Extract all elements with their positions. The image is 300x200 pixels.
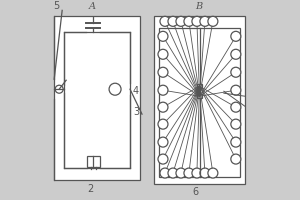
Circle shape xyxy=(158,49,168,59)
Circle shape xyxy=(158,154,168,164)
Circle shape xyxy=(231,67,241,77)
Circle shape xyxy=(168,168,178,178)
Circle shape xyxy=(160,168,170,178)
Circle shape xyxy=(231,31,241,41)
Circle shape xyxy=(184,16,194,26)
Circle shape xyxy=(231,85,241,95)
Bar xyxy=(159,28,240,177)
Bar xyxy=(64,32,130,168)
Bar xyxy=(197,84,202,88)
Bar xyxy=(54,16,140,180)
Circle shape xyxy=(200,16,210,26)
Circle shape xyxy=(184,168,194,178)
Text: B: B xyxy=(195,2,203,11)
Text: 4: 4 xyxy=(133,86,139,96)
Circle shape xyxy=(231,49,241,59)
Circle shape xyxy=(55,85,63,93)
Circle shape xyxy=(208,16,218,26)
Bar xyxy=(197,94,202,98)
Text: A: A xyxy=(88,2,96,11)
Text: 3: 3 xyxy=(133,107,139,117)
Circle shape xyxy=(176,16,186,26)
Bar xyxy=(154,16,245,184)
Circle shape xyxy=(231,119,241,129)
Circle shape xyxy=(200,168,210,178)
Circle shape xyxy=(168,16,178,26)
Circle shape xyxy=(158,102,168,112)
Circle shape xyxy=(231,154,241,164)
Circle shape xyxy=(192,16,202,26)
Circle shape xyxy=(158,137,168,147)
Circle shape xyxy=(158,85,168,95)
Circle shape xyxy=(158,67,168,77)
Circle shape xyxy=(192,168,202,178)
Bar xyxy=(87,156,100,167)
Circle shape xyxy=(160,16,170,26)
Circle shape xyxy=(231,102,241,112)
Text: 2: 2 xyxy=(87,184,93,194)
Circle shape xyxy=(208,168,218,178)
Circle shape xyxy=(176,168,186,178)
Circle shape xyxy=(109,83,121,95)
Circle shape xyxy=(158,31,168,41)
Text: 5: 5 xyxy=(53,1,59,11)
Circle shape xyxy=(231,137,241,147)
Circle shape xyxy=(158,119,168,129)
Text: 6: 6 xyxy=(193,187,199,197)
